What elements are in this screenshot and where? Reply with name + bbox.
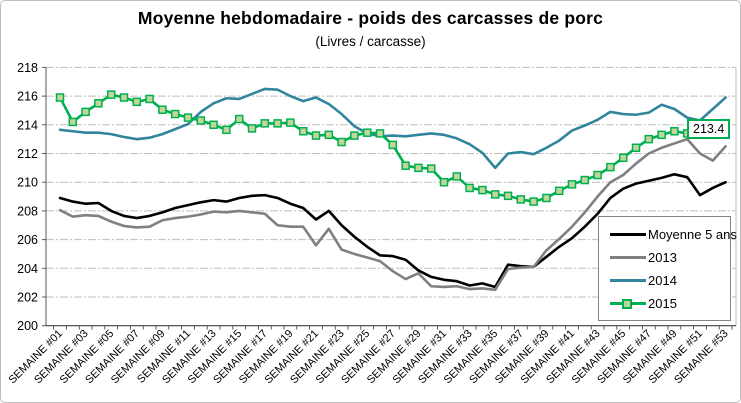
series-marker-2015: [209, 120, 218, 130]
series-marker-2015: [631, 143, 641, 153]
y-axis-label: 218: [17, 61, 38, 75]
series-marker-2015: [234, 114, 244, 124]
series-marker-2015: [362, 128, 372, 137]
y-axis-label: 206: [17, 233, 38, 247]
series-marker-2015: [503, 191, 513, 201]
series-marker-2015: [55, 93, 65, 102]
series-marker-2015: [452, 172, 462, 181]
series-marker-2015: [286, 118, 295, 127]
y-axis-label: 202: [17, 291, 38, 305]
series-marker-2015: [490, 190, 500, 199]
series-marker-2015: [401, 161, 410, 170]
y-axis-label: 208: [17, 204, 38, 218]
legend-line-sample-moyenne: [610, 233, 646, 236]
series-marker-2015: [273, 119, 282, 128]
series-line-2014: [58, 87, 727, 170]
series-marker-2015: [222, 125, 231, 135]
legend-item-moyenne: Moyenne 5 ans: [610, 223, 737, 246]
legend-line-sample-2014: [610, 279, 646, 282]
series-marker-2015: [414, 163, 423, 173]
series-marker-2015: [337, 137, 346, 147]
chart-title: Moyenne hebdomadaire - poids des carcass…: [137, 8, 604, 28]
legend-item-2015: 2015: [610, 292, 726, 315]
series-marker-2015: [439, 177, 449, 187]
series-marker-2015: [132, 97, 142, 107]
series-line-moyenne-5-ans: [58, 173, 727, 289]
legend-label-2014: 2014: [648, 273, 677, 288]
series-marker-2015: [298, 127, 308, 136]
legend-line-sample-2015: [610, 299, 646, 309]
legend-line-sample-2013: [610, 256, 646, 259]
series-marker-2015: [388, 140, 398, 150]
series-marker-2015: [657, 130, 666, 140]
data-label-annotation: 213.4: [687, 119, 731, 139]
series-marker-2015: [529, 197, 538, 206]
series-marker-2015: [606, 162, 615, 172]
series-marker-2015: [554, 186, 564, 196]
series-marker-2015: [68, 117, 78, 127]
series-marker-2015: [170, 109, 180, 119]
series-marker-2015: [580, 175, 590, 185]
series-marker-2015: [260, 119, 270, 128]
legend-label-2015: 2015: [648, 296, 677, 311]
series-marker-2015: [542, 193, 551, 203]
legend: Moyenne 5 ans 2013 2014 2015: [598, 216, 737, 321]
y-axis-label: 214: [17, 118, 38, 132]
legend-marker-2015: [622, 299, 632, 309]
legend-label-2013: 2013: [648, 250, 677, 265]
series-marker-2015: [375, 129, 385, 138]
series-marker-2015: [183, 113, 193, 122]
series-marker-2015: [324, 130, 334, 140]
series-marker-2015: [81, 107, 90, 117]
y-axis-label: 216: [17, 90, 38, 104]
series-marker-2015: [145, 94, 154, 104]
legend-item-2014: 2014: [610, 269, 726, 292]
series-marker-2015: [158, 105, 167, 114]
series-marker-2015: [567, 180, 577, 189]
series-marker-2015: [196, 116, 206, 125]
series-line-2015: [58, 93, 689, 203]
y-axis-label: 200: [17, 319, 38, 333]
series-marker-2015: [478, 185, 487, 195]
series-marker-2015: [106, 90, 116, 99]
series-marker-2015: [644, 134, 654, 144]
legend-label-moyenne: Moyenne 5 ans: [648, 227, 737, 242]
legend-item-2013: 2013: [610, 246, 726, 269]
series-line-2013: [58, 137, 727, 292]
y-axis-label: 204: [17, 262, 38, 276]
series-marker-2015: [119, 93, 129, 102]
series-marker-2015: [350, 131, 359, 140]
series-marker-2015: [426, 164, 436, 173]
series-marker-2015: [618, 153, 628, 163]
series-marker-2015: [247, 124, 257, 133]
series-marker-2015: [516, 195, 526, 204]
y-axis-label: 210: [17, 176, 38, 190]
series-marker-2015: [670, 127, 679, 136]
series-marker-2015: [311, 131, 321, 140]
series-marker-2015: [94, 99, 103, 108]
series-marker-2015: [465, 183, 474, 193]
y-axis-label: 212: [17, 147, 38, 161]
chart-subtitle: (Livres / carcasse): [315, 34, 426, 49]
series-marker-2015: [593, 170, 602, 180]
